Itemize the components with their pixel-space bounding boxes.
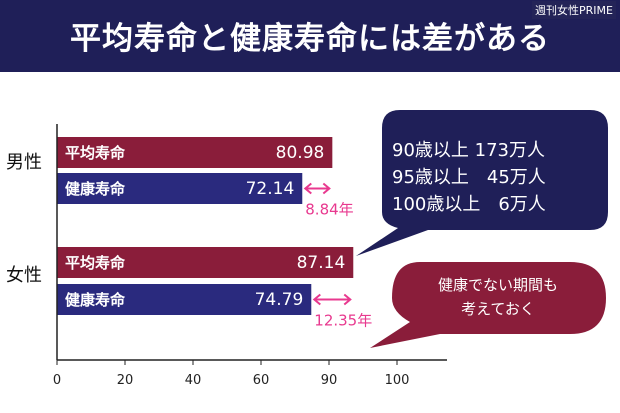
- group-label: 男性: [6, 152, 42, 173]
- centenarian-line: 95歳以上 45万人: [392, 167, 546, 188]
- bar-name-label: 健康寿命: [65, 180, 126, 198]
- bar-value-label: 72.14: [246, 179, 295, 199]
- gap-arrow-head-left: [312, 293, 321, 306]
- chart-title: 平均寿命と健康寿命には差がある: [70, 21, 550, 57]
- callout-bubble-centenarians: [356, 110, 608, 256]
- x-tick-label: 20: [117, 373, 134, 388]
- bar-value-label: 80.98: [276, 143, 325, 163]
- healthy-life-bar: [57, 284, 312, 315]
- gap-arrow-head-right: [343, 293, 352, 306]
- bar-name-label: 平均寿命: [65, 144, 126, 162]
- x-tick-label: 90: [321, 373, 338, 388]
- advice-line: 考えておく: [461, 300, 535, 318]
- gap-arrow-head-right: [322, 182, 331, 195]
- avg-life-bar: [57, 137, 333, 168]
- x-tick-label: 0: [53, 373, 61, 388]
- callout-bubble-advice: [370, 262, 606, 348]
- x-tick-label: 100: [385, 373, 410, 388]
- gap-label: 8.84年: [305, 201, 353, 219]
- bar-name-label: 平均寿命: [65, 254, 126, 272]
- centenarian-line: 90歳以上 173万人: [392, 140, 545, 161]
- healthy-life-bar: [57, 173, 303, 204]
- gap-label: 12.35年: [314, 312, 372, 330]
- advice-line: 健康でない期間も: [438, 276, 558, 294]
- gap-arrow-head-left: [303, 182, 312, 195]
- bar-value-label: 87.14: [297, 253, 346, 273]
- group-label: 女性: [6, 265, 42, 286]
- x-tick-label: 40: [185, 373, 202, 388]
- x-tick-label: 60: [253, 373, 270, 388]
- bar-value-label: 74.79: [255, 290, 304, 310]
- centenarian-line: 100歳以上 6万人: [392, 194, 546, 215]
- title-banner: [0, 0, 620, 72]
- watermark: 週刊女性PRIME: [532, 1, 616, 19]
- avg-life-bar: [57, 247, 354, 278]
- bar-name-label: 健康寿命: [65, 291, 126, 309]
